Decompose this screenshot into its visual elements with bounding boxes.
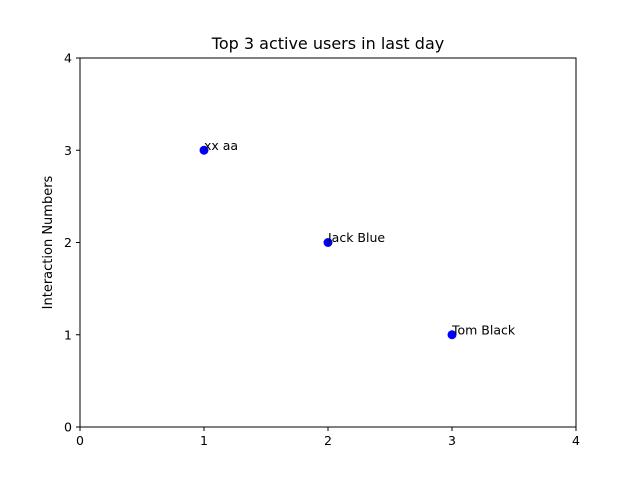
- data-point: [447, 330, 457, 340]
- data-point: [323, 238, 333, 247]
- x-tick-label: 1: [200, 433, 208, 448]
- x-tick-label: 2: [324, 433, 332, 448]
- x-tick-label: 4: [572, 433, 580, 448]
- data-point-label: xx aa: [204, 138, 238, 153]
- y-tick-label: 3: [64, 143, 72, 158]
- y-tick-label: 1: [64, 327, 72, 342]
- x-tick-label: 0: [76, 433, 84, 448]
- y-tick-label: 0: [64, 420, 72, 435]
- data-point-label: Tom Black: [451, 322, 516, 337]
- x-axis: 0 1 2 3 4: [76, 427, 580, 448]
- y-tick-label: 4: [64, 51, 72, 66]
- chart-title: Top 3 active users in last day: [211, 34, 444, 53]
- data-points: xx aa Jack Blue Tom Black: [199, 138, 516, 340]
- x-tick-label: 3: [448, 433, 456, 448]
- y-axis: 0 1 2 3 4: [64, 51, 80, 435]
- y-tick-label: 2: [64, 235, 72, 250]
- data-point: [199, 145, 209, 155]
- data-point-label: Jack Blue: [327, 230, 385, 245]
- y-axis-label: Interaction Numbers: [41, 175, 56, 309]
